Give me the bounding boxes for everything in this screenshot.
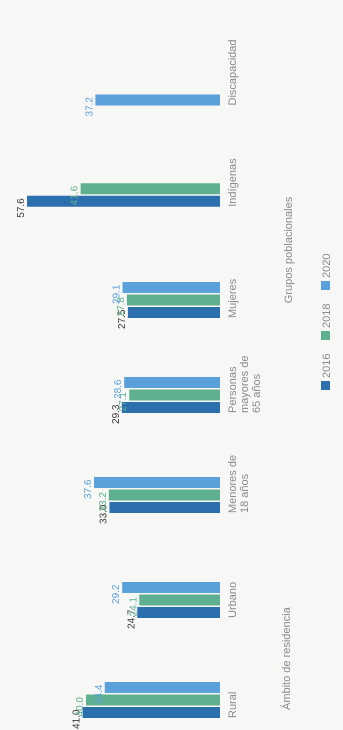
- bar-2020-0: [104, 682, 220, 693]
- legend-swatch-2020: [321, 281, 330, 290]
- value-label-2020-4: 29.1: [112, 284, 123, 304]
- value-label-2018-5: 41.6: [70, 185, 81, 205]
- bar-2018-0: [86, 694, 220, 706]
- value-label-2020-0: 34.4: [94, 684, 105, 704]
- category-label-4: Mujeres: [227, 278, 239, 318]
- value-label-2016-2: 33.0: [98, 504, 109, 524]
- value-label-2018-4: 27.8: [116, 297, 127, 317]
- value-label-2018-3: 27.1: [118, 392, 129, 412]
- value-label-2020-6: 37.2: [84, 97, 95, 117]
- category-label-2: Menores de18 años: [227, 455, 251, 513]
- value-label-2016-4: 27.5: [117, 309, 128, 329]
- bar-2016-5: [27, 195, 221, 207]
- legend-swatch-2018: [321, 331, 330, 340]
- bar-2018-3: [129, 389, 220, 401]
- x-axis-title: Grupos poblacionales: [283, 196, 295, 303]
- bar-2020-2: [94, 477, 220, 488]
- value-label-2016-1: 24.7: [126, 609, 137, 629]
- bar-2016-1: [137, 607, 220, 618]
- bar-2018-4: [126, 294, 220, 306]
- category-labels: Rural Urbano Menores de18 años Personasmayo…: [227, 39, 263, 718]
- value-label-2016-3: 29.3: [111, 404, 122, 424]
- bars-layer: [27, 94, 221, 718]
- value-label-2020-2: 37.6: [83, 479, 94, 499]
- legend-label-2020: 2020: [321, 254, 333, 278]
- bar-2020-3: [124, 377, 220, 388]
- bar-2020-6: [95, 94, 221, 106]
- legend-swatch-2016: [321, 381, 330, 390]
- category-label-6: Discapacidad: [227, 39, 239, 105]
- bar-2018-5: [80, 183, 220, 195]
- value-label-2020-1: 29.2: [111, 584, 122, 604]
- bar-2016-0: [82, 707, 221, 718]
- bar-2020-1: [122, 582, 220, 593]
- labels-layer: 41.040.0 34.4 24.724.1 29.2 33.033.2 37.6 29.3…: [16, 97, 139, 729]
- bar-2018-2: [108, 489, 220, 501]
- bar-2018-1: [139, 594, 220, 606]
- value-label-2018-2: 33.2: [98, 492, 109, 512]
- category-label-3: Personasmayores de65 años: [227, 356, 263, 413]
- legend: 2016 2018 2020: [321, 254, 333, 390]
- category-label-5: Indígenas: [227, 158, 239, 207]
- bar-2020-4: [122, 282, 220, 293]
- value-label-2016-0: 41.0: [72, 709, 83, 729]
- legend-label-2018: 2018: [321, 304, 333, 328]
- group-labels: Ámbito de residencia: [280, 606, 293, 710]
- bar-2016-3: [121, 402, 220, 413]
- legend-label-2016: 2016: [321, 354, 333, 378]
- category-label-1: Urbano: [227, 582, 239, 618]
- value-label-2020-3: 28.6: [113, 379, 124, 399]
- bar-2016-2: [109, 502, 220, 513]
- value-label-2018-1: 24.1: [128, 597, 139, 617]
- value-label-2018-0: 40.0: [75, 697, 86, 717]
- bar-2016-4: [127, 307, 220, 318]
- group-label-residencia: Ámbito de residencia: [280, 606, 293, 710]
- value-label-2016-5: 57.6: [16, 198, 27, 218]
- category-label-0: Rural: [227, 692, 239, 718]
